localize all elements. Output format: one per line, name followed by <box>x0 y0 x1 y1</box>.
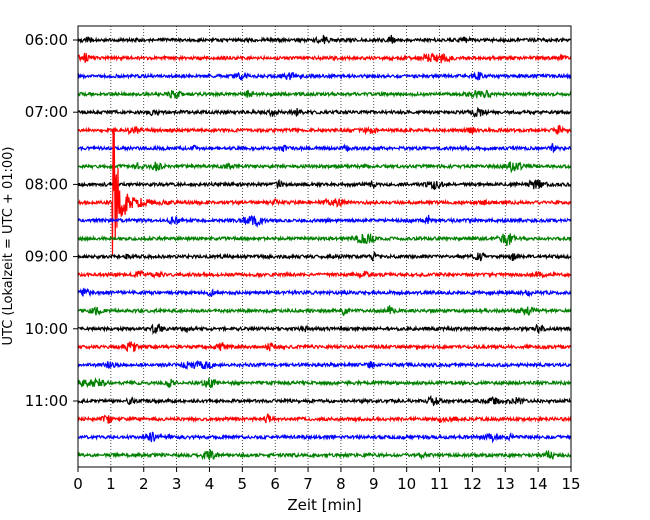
x-tick-label: 10 <box>397 475 416 493</box>
trace-line <box>77 214 572 229</box>
trace-line <box>77 34 572 45</box>
y-axis-label: UTC (Lokalzeit = UTC + 01:00) <box>1 147 16 346</box>
trace-line <box>77 161 572 174</box>
trace-line <box>77 269 572 280</box>
trace-line <box>77 233 572 247</box>
trace-line <box>77 127 572 255</box>
trace-line <box>77 413 572 424</box>
trace-line <box>77 449 572 461</box>
trace-line <box>77 251 572 262</box>
x-tick-label: 1 <box>106 475 116 493</box>
y-tick-label: 07:00 <box>25 103 68 121</box>
x-tick-label: 15 <box>561 475 580 493</box>
x-axis: 0 1 2 3 4 5 6 7 8 9 10 11 12 13 14 15 <box>73 467 581 493</box>
trace-line <box>77 89 572 100</box>
x-tick-label: 4 <box>205 475 215 493</box>
trace-line <box>77 323 572 336</box>
x-tick-label: 11 <box>430 475 449 493</box>
plot-frame <box>77 25 572 468</box>
x-axis-label: Zeit [min] <box>287 496 361 514</box>
x-tick-label: 7 <box>303 475 313 493</box>
trace-line <box>77 178 572 191</box>
y-tick-label: 09:00 <box>25 248 68 266</box>
trace-line <box>77 431 572 444</box>
trace-line <box>77 71 572 81</box>
x-tick-label: 3 <box>172 475 182 493</box>
y-tick-label: 11:00 <box>25 392 68 410</box>
x-tick-label: 5 <box>238 475 248 493</box>
trace-line <box>77 305 572 317</box>
x-tick-label: 8 <box>336 475 346 493</box>
x-tick-label: 6 <box>270 475 280 493</box>
y-axis: 06:00 07:00 08:00 09:00 10:00 11:00 <box>25 31 78 410</box>
trace-group <box>77 34 572 461</box>
y-tick-label: 08:00 <box>25 175 68 193</box>
x-tick-label: 0 <box>73 475 83 493</box>
trace-line <box>77 359 572 371</box>
trace-line <box>77 394 572 407</box>
x-tick-label: 12 <box>463 475 482 493</box>
trace-line <box>77 376 572 389</box>
trace-line <box>77 341 572 353</box>
plot-background <box>78 26 571 467</box>
trace-line <box>77 287 572 298</box>
trace-line <box>77 106 572 118</box>
y-tick-label: 10:00 <box>25 320 68 338</box>
x-tick-label: 14 <box>529 475 548 493</box>
x-tick-label: 9 <box>369 475 379 493</box>
x-tick-label: 2 <box>139 475 149 493</box>
trace-line <box>77 124 572 136</box>
trace-line <box>77 52 572 64</box>
x-tick-label: 13 <box>496 475 515 493</box>
y-tick-label: 06:00 <box>25 31 68 49</box>
trace-line <box>77 143 572 153</box>
